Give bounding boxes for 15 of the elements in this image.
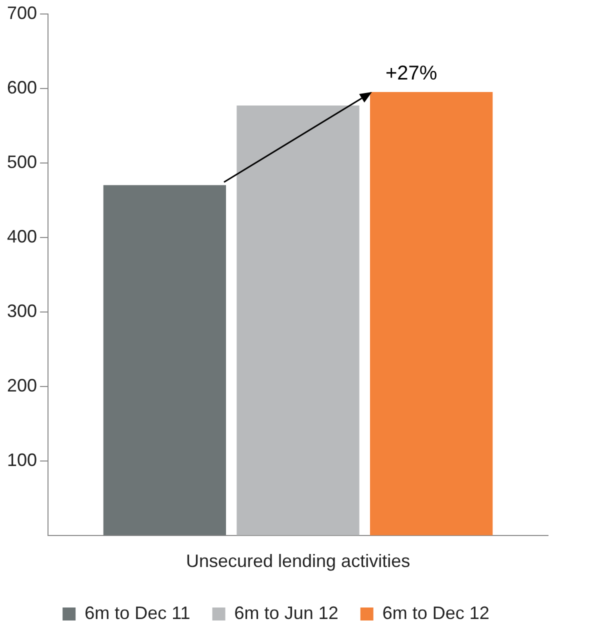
legend-label: 6m to Dec 12 — [382, 602, 490, 623]
y-tick-label: 700 — [6, 2, 38, 23]
legend-label: 6m to Jun 12 — [234, 602, 338, 623]
annotation: +27% — [385, 62, 438, 85]
y-tick-label: 200 — [6, 375, 38, 396]
bar — [370, 92, 493, 536]
y-tick-label: 500 — [6, 152, 38, 172]
x-tick-label: Unsecured lending activities — [186, 551, 410, 572]
legend-label: 6m to Dec 11 — [84, 602, 190, 623]
y-tick-label: 100 — [6, 450, 38, 470]
y-tick-label: 600 — [6, 77, 38, 98]
bar — [103, 185, 226, 536]
bar — [236, 105, 360, 536]
y-tick-label: 300 — [6, 300, 38, 321]
y-tick-label: 400 — [6, 226, 38, 246]
